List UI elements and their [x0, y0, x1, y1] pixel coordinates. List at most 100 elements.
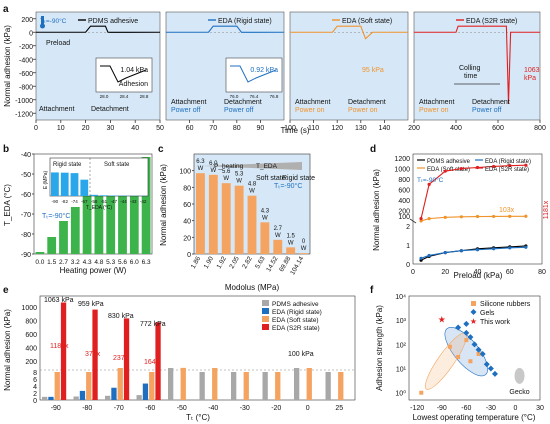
d-point [427, 217, 431, 221]
a-ytick-label: -200 [19, 44, 33, 51]
c-teda-label: T_EDA [256, 163, 278, 170]
e-ytick-label: 6 [33, 377, 37, 384]
c-bar-power-unit: W [223, 176, 229, 182]
f-gel-point [475, 346, 482, 353]
e-xtick-label: -90 [51, 405, 61, 412]
e-ylabel: Normal adhesion (kPa) [3, 309, 12, 391]
a-inset-curve [100, 65, 147, 83]
f-silicone-point [468, 359, 473, 364]
e-xlabel: Tₜ (°C) [186, 413, 210, 422]
c-bar-power-label: 5.3 [235, 172, 244, 178]
f-ytick-label: 10² [396, 342, 407, 349]
a-ytick-label: 0 [29, 30, 33, 37]
d-ytick-label: 600 [398, 188, 410, 195]
c-bar [234, 185, 244, 254]
a-xtick-label: 70 [209, 125, 217, 132]
d-ylabel: Normal adhesion (kPa) [372, 169, 381, 251]
d-xtick-label: 0 [411, 269, 415, 276]
a-legend-label: PDMS adhesive [88, 18, 138, 25]
b-inset-xtick-label: -42 [140, 199, 147, 204]
d-xtick-label: 80 [538, 269, 546, 276]
c-arrow-band [202, 162, 302, 170]
c-bar-power-label: 6.0 [209, 161, 218, 167]
d-series-line [420, 164, 526, 219]
c-ytick-label: 60 [183, 202, 191, 209]
d-point [459, 166, 463, 171]
e-bar [123, 318, 130, 400]
f-silicone-point [464, 338, 469, 343]
c-bar-power-unit: W [301, 246, 307, 252]
a-xtick-label: 400 [450, 125, 462, 132]
b-inset-xlabel: T_EDA (°C) [86, 205, 113, 211]
f-xtick-label: -90 [437, 405, 447, 412]
d-series-line [420, 246, 526, 259]
b-inset-bar [80, 179, 89, 196]
f-ytick-label: 10⁴ [395, 294, 406, 301]
b-ytick-label: -50 [21, 172, 31, 179]
f-gel-point [463, 329, 470, 336]
a-adhesion-value: 1063 [524, 67, 540, 74]
b-bar [106, 167, 116, 254]
a-xtick-label: 20 [82, 125, 90, 132]
c-bar [273, 239, 283, 254]
panel-label-c: c [158, 144, 164, 155]
d-point [524, 245, 528, 249]
d-legend-label: EDA (S2R state) [485, 167, 529, 173]
e-xtick-label: -30 [240, 405, 250, 412]
c-xtick-label: 1.86 [190, 255, 203, 270]
c-bar [208, 174, 218, 254]
a-series-line-0 [36, 25, 161, 33]
e-ratio-label: 370x [85, 351, 101, 358]
a-attach-label: Attachment [39, 106, 74, 113]
d-axis-break [409, 218, 417, 224]
d-point [475, 248, 480, 252]
d-series-line [420, 215, 526, 222]
f-ylabel: Adhesion strength (kPa) [375, 305, 384, 391]
a-ytick-label: -600 [19, 71, 33, 78]
e-legend-label: EDA (Soft state) [272, 317, 319, 324]
a-inset-tick-label: 28.4 [120, 94, 129, 99]
c-bar [247, 195, 257, 254]
a-subpanel-bg-3 [413, 11, 541, 121]
d-point [508, 246, 512, 250]
e-ytick-label: 800 [25, 318, 37, 325]
d-plot-area [412, 153, 543, 265]
e-peak-label: 959 kPa [78, 301, 104, 308]
a-xtick-label: 60 [186, 125, 194, 132]
c-bar [221, 183, 231, 254]
b-inset-xtick-label: -43 [130, 199, 137, 204]
d-point [459, 215, 463, 219]
b-xtick-label: 4.8 [94, 259, 103, 266]
b-inset-bar [51, 172, 59, 196]
c-bar [286, 247, 296, 254]
f-silicone-point [456, 355, 461, 360]
b-ytick-label: -40 [21, 152, 31, 159]
e-bar [338, 372, 344, 400]
f-legend-label: Gels [480, 310, 495, 317]
panel-label-f: f [370, 285, 374, 296]
f-legend-label: This work [480, 319, 510, 326]
a-inset-box [95, 57, 153, 93]
b-ytick-label: -80 [21, 232, 31, 239]
a-inset-tick-label: 76.0 [230, 94, 239, 99]
c-xtick-label: 5.63 [254, 255, 267, 270]
f-legend-swatch: ★ [470, 317, 477, 326]
a-xtick-label: 30 [107, 125, 115, 132]
a-detach-power-label: Power off [472, 107, 501, 114]
panel-label-e: e [3, 285, 9, 296]
a-detach-label: Detachment [91, 106, 129, 113]
e-bar [54, 372, 60, 400]
f-gel-point [483, 361, 490, 368]
c-bar-power-label: 6.3 [196, 159, 205, 165]
f-xtick-label: 0 [513, 405, 517, 412]
d-point [492, 164, 496, 169]
b-inset-bar [60, 172, 69, 196]
a-detach-power-label: Power off [224, 107, 253, 114]
b-xtick-label: 0.0 [35, 259, 44, 266]
d-ytick-label: 1000 [394, 167, 410, 174]
b-ytick-label: -60 [21, 192, 31, 199]
c-bar-power-unit: W [210, 168, 216, 174]
b-xtick-label: 5.3 [106, 259, 115, 266]
a-ytick-label: -800 [19, 84, 33, 91]
d-point [419, 256, 423, 260]
